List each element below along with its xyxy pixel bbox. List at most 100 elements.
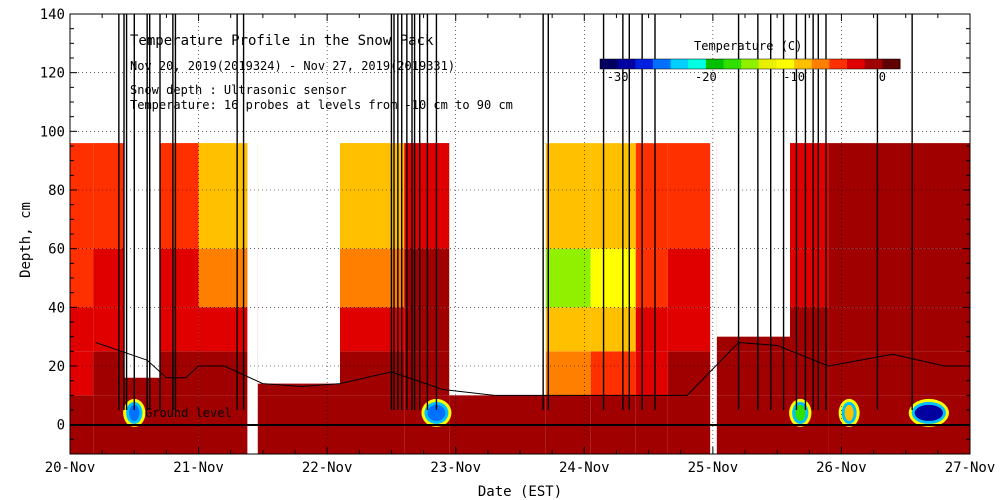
heatmap-cell	[160, 248, 199, 308]
heatmap-cell	[635, 424, 668, 454]
colorbar-frame	[599, 58, 901, 70]
heatmap-cell	[404, 424, 450, 454]
y-tick-label: 100	[40, 124, 65, 140]
x-tick-label: 20-Nov	[45, 460, 96, 476]
colorbar-swatch	[794, 59, 813, 69]
heatmap-cell	[160, 351, 199, 396]
colorbar-tick-label: -20	[695, 70, 717, 84]
heatmap-cell	[545, 143, 591, 249]
heatmap-cell	[545, 424, 591, 454]
colorbar-swatch	[652, 59, 672, 69]
x-tick-label: 21-Nov	[173, 460, 224, 476]
heatmap-cell	[635, 351, 668, 396]
data-gap	[70, 14, 94, 144]
chart-subtitle: Nov 20, 2019(2019324) - Nov 27, 2019(201…	[130, 59, 455, 73]
cold-spot-core	[427, 404, 446, 421]
heatmap-cell	[70, 395, 94, 425]
colorbar-swatch	[600, 59, 619, 69]
heatmap-cell	[828, 351, 970, 396]
x-axis-label: Date (EST)	[478, 484, 562, 500]
cold-spot-core	[795, 404, 806, 421]
heatmap-cell	[828, 248, 970, 308]
heatmap-cell	[790, 424, 829, 454]
heatmap-cell	[198, 248, 248, 308]
heatmap-cell	[340, 424, 405, 454]
y-tick-label: 20	[48, 359, 65, 375]
heatmap-cell	[716, 351, 790, 396]
heatmap-cell	[449, 424, 546, 454]
colorbar-swatch	[741, 59, 760, 69]
colorbar-swatch	[688, 59, 707, 69]
heatmap-cell	[590, 351, 636, 396]
heatmap-cell	[635, 307, 668, 352]
heatmap-cell	[70, 307, 94, 352]
heatmap-cell	[93, 424, 124, 454]
y-tick-label: 140	[40, 7, 65, 23]
x-tick-label: 26-Nov	[816, 460, 867, 476]
heatmap-cell	[198, 424, 248, 454]
y-tick-label: 40	[48, 300, 65, 316]
data-gap	[449, 14, 546, 396]
colorbar-swatch	[811, 59, 830, 69]
heatmap-cell	[590, 424, 636, 454]
y-tick-label: 0	[57, 418, 65, 434]
heatmap-cell	[590, 307, 636, 352]
heatmap-cell	[667, 248, 711, 308]
heatmap-cell	[70, 424, 94, 454]
colorbar-swatch	[705, 59, 725, 69]
heatmap-cell	[667, 351, 711, 396]
heatmap-cell	[257, 395, 340, 425]
cold-spot-core	[914, 404, 943, 421]
data-gap	[124, 14, 160, 378]
x-tick-label: 27-Nov	[945, 460, 996, 476]
heatmap-cell	[667, 395, 711, 425]
colorbar-tick-label: -30	[607, 70, 629, 84]
heatmap-cell	[635, 395, 668, 425]
x-axis: 20-Nov 21-Nov 22-Nov 23-Nov 24-Nov 25-Nov 26-N…	[45, 14, 996, 476]
heatmap-cell	[70, 248, 94, 308]
colorbar-swatch	[847, 59, 866, 69]
heatmap-cell	[590, 395, 636, 425]
x-tick-label: 23-Nov	[430, 460, 481, 476]
colorbar-tick-label: -10	[783, 70, 805, 84]
heatmap-cell	[70, 143, 94, 249]
heatmap-cell	[667, 307, 711, 352]
data-gap	[257, 14, 340, 384]
snow-depth-note: Snow depth : Ultrasonic sensor	[130, 83, 347, 97]
data-gap	[710, 14, 717, 454]
heatmap-cell	[545, 395, 591, 425]
colorbar-swatch	[723, 59, 742, 69]
colorbar-swatch	[617, 59, 636, 69]
heatmap-cell	[257, 424, 340, 454]
cold-spot-core	[844, 404, 854, 421]
data-gap	[545, 14, 711, 144]
cold-spots	[123, 398, 949, 427]
heatmap-cell	[828, 143, 970, 249]
heatmap-cell	[198, 395, 248, 425]
colorbar-title: Temperature (C)	[694, 39, 802, 53]
colorbar-swatch	[670, 59, 689, 69]
heatmap-cell	[198, 143, 248, 249]
colorbar-swatch	[829, 59, 848, 69]
x-tick-label: 22-Nov	[302, 460, 353, 476]
y-axis-label: Depth, cm	[18, 202, 34, 278]
heatmap-cell	[160, 424, 199, 454]
data-gap	[828, 14, 970, 144]
data-gap	[247, 14, 258, 454]
cold-spot-core	[129, 404, 140, 421]
chart-title: Temperature Profile in the Snow Pack	[130, 33, 434, 49]
heatmap-cell	[70, 351, 94, 396]
heatmap-cell	[635, 248, 668, 308]
heatmap-cell	[828, 307, 970, 352]
heatmap-cell	[590, 143, 636, 249]
y-tick-label: 120	[40, 66, 65, 82]
sensor-spikes	[95, 14, 970, 410]
y-axis: 0 20 40 60 80 100 120 140	[40, 7, 970, 455]
heatmap-cell	[124, 424, 160, 454]
temperature-note: Temperature: 16 probes at levels from -1…	[130, 98, 513, 112]
heatmap-cell	[716, 424, 790, 454]
colorbar-swatch	[635, 59, 654, 69]
heatmap-cell	[545, 307, 591, 352]
heatmap-cell	[716, 395, 790, 425]
